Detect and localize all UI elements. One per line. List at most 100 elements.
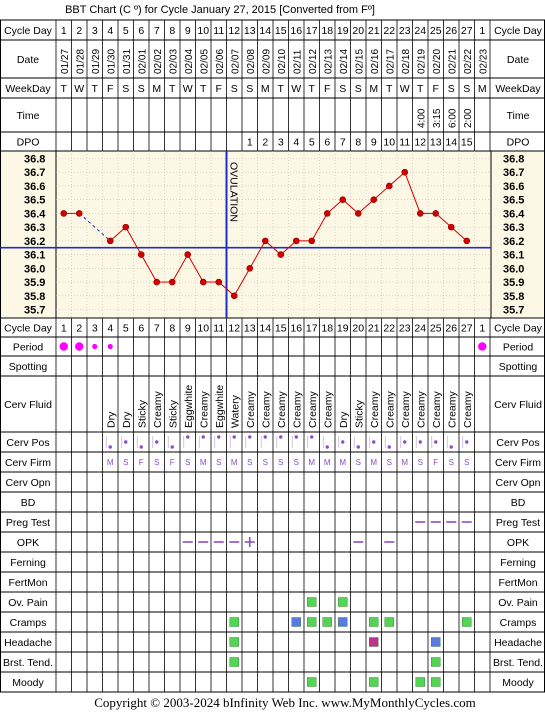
cerv-fluid-label: Creamy [462,390,474,428]
date-label: 02/19 [416,49,427,74]
left-axis-background [0,151,56,318]
y-tick-left: 36.7 [24,167,45,179]
cerv-firm-label: S [185,458,190,467]
cerv-pos-high [279,435,283,439]
row-label-right-cycle_day: Cycle Day [494,323,543,335]
cramps-mark [291,617,301,627]
cerv-fluid-label: Creamy [369,390,381,428]
temp-segment [342,199,359,214]
cycle-day-label: 5 [123,25,129,37]
date-label: 02/15 [354,49,365,74]
date-label: 02/02 [153,49,164,74]
cerv-fluid-label: Watery [229,394,241,428]
cycle-day-label: 23 [399,323,411,335]
moody-mark [431,677,441,687]
y-tick-right: 36.4 [503,208,525,220]
cerv-pos-low [108,445,112,449]
cerv-pos-low [449,445,453,449]
date-label: 01/31 [122,49,133,74]
cerv-firm-label: M [339,458,346,467]
cycle-day-label: 2 [76,323,82,335]
chart-labels: 36.8 36.836.7 36.736.6 36.636.5 36.536.4 36.4… [3,25,543,689]
dpo-label: 9 [371,137,377,149]
temperature-plot: OVULATION [0,151,491,318]
cerv-fluid-label: Eggwhite [183,385,195,428]
temp-point [432,210,440,217]
cerv-fluid-label: Dry [105,411,117,428]
cerv-fluid-label: Creamy [400,390,412,428]
date-label: 02/13 [323,49,334,74]
temp-segment [435,213,452,228]
row-label-right-spotting: Spotting [499,361,538,373]
cerv-firm-label: S [418,458,423,467]
cerv-fluid-label: Creamy [291,390,303,428]
cycle-day-label: 15 [275,25,287,37]
cerv-fluid-label: Creamy [198,390,210,428]
temp-point [122,223,130,231]
cycle-day-label: 19 [337,25,349,37]
weekday-label: S [355,83,362,95]
row-label-right-weekday: WeekDay [495,83,541,95]
weekday-label: F [107,83,113,95]
temp-point [277,251,285,258]
weekday-label: T [309,83,316,95]
cycle-day-label: 26 [445,323,457,335]
y-tick-right: 36.6 [503,181,524,193]
temp-point [60,210,68,217]
cerv-pos-high [217,435,221,439]
weekday-label: M [478,83,487,95]
chart-title: BBT Chart (C º) for Cycle January 27, 20… [65,4,375,16]
cerv-fluid-label: Sticky [136,399,148,428]
date-label: 02/18 [401,49,412,74]
temp-segment [280,240,297,255]
cycle-day-label: 14 [259,25,271,37]
right-axis-background [491,151,545,318]
date-label: 02/04 [184,49,195,74]
date-label: 02/01 [137,49,148,74]
temp-segment [218,281,235,297]
cycle-day-label: 10 [197,323,209,335]
cycle-day-label: 25 [430,25,442,37]
cerv-firm-label: S [278,458,283,467]
date-label: 02/10 [277,49,288,74]
cycle-day-label: 1 [61,25,67,37]
cycle-day-label: 17 [306,25,318,37]
row-label-cerv_fluid: Cerv Fluid [4,399,52,411]
cerv-pos-low [170,445,174,449]
y-tick-left: 35.7 [24,305,45,317]
temp-segment [187,254,204,283]
cerv-firm-label: S [356,458,361,467]
cramps-mark [322,617,332,627]
dpo-label: 14 [445,137,457,149]
row-label-date: Date [17,54,39,66]
cycle-day-label: 16 [290,323,302,335]
cerv-pos-med [155,440,159,444]
dpo-label: 10 [383,137,395,149]
cycle-day-label: 24 [414,323,426,335]
weekday-label: S [339,83,346,95]
temp-segment [109,226,127,242]
temp-segment [326,199,344,214]
cerv-fluid-label: Sticky [167,399,179,428]
cerv-firm-label: S [449,458,454,467]
y-tick-left: 36.2 [24,236,45,248]
row-label-right-ov_pain: Ov. Pain [498,597,538,609]
weekday-label: M [152,83,161,95]
row-label-right-bd: BD [511,497,526,509]
temp-point [323,210,331,217]
temp-segment [125,226,142,255]
weekday-label: T [200,83,207,95]
cycle-day-label: 20 [352,323,364,335]
brst-tend-mark [229,657,239,667]
row-label-right-opk: OPK [507,537,529,549]
moody-mark [307,677,317,687]
cerv-pos-med [341,440,345,444]
y-tick-left: 36.5 [24,195,45,207]
row-label-ferning: Ferning [10,557,46,569]
date-label: 02/06 [215,49,226,74]
dpo-label: 1 [247,137,253,149]
cerv-pos-high [186,435,190,439]
cycle-day-label: 9 [185,25,191,37]
cramps-mark [338,617,348,627]
cerv-fluid-label: Creamy [415,390,427,428]
